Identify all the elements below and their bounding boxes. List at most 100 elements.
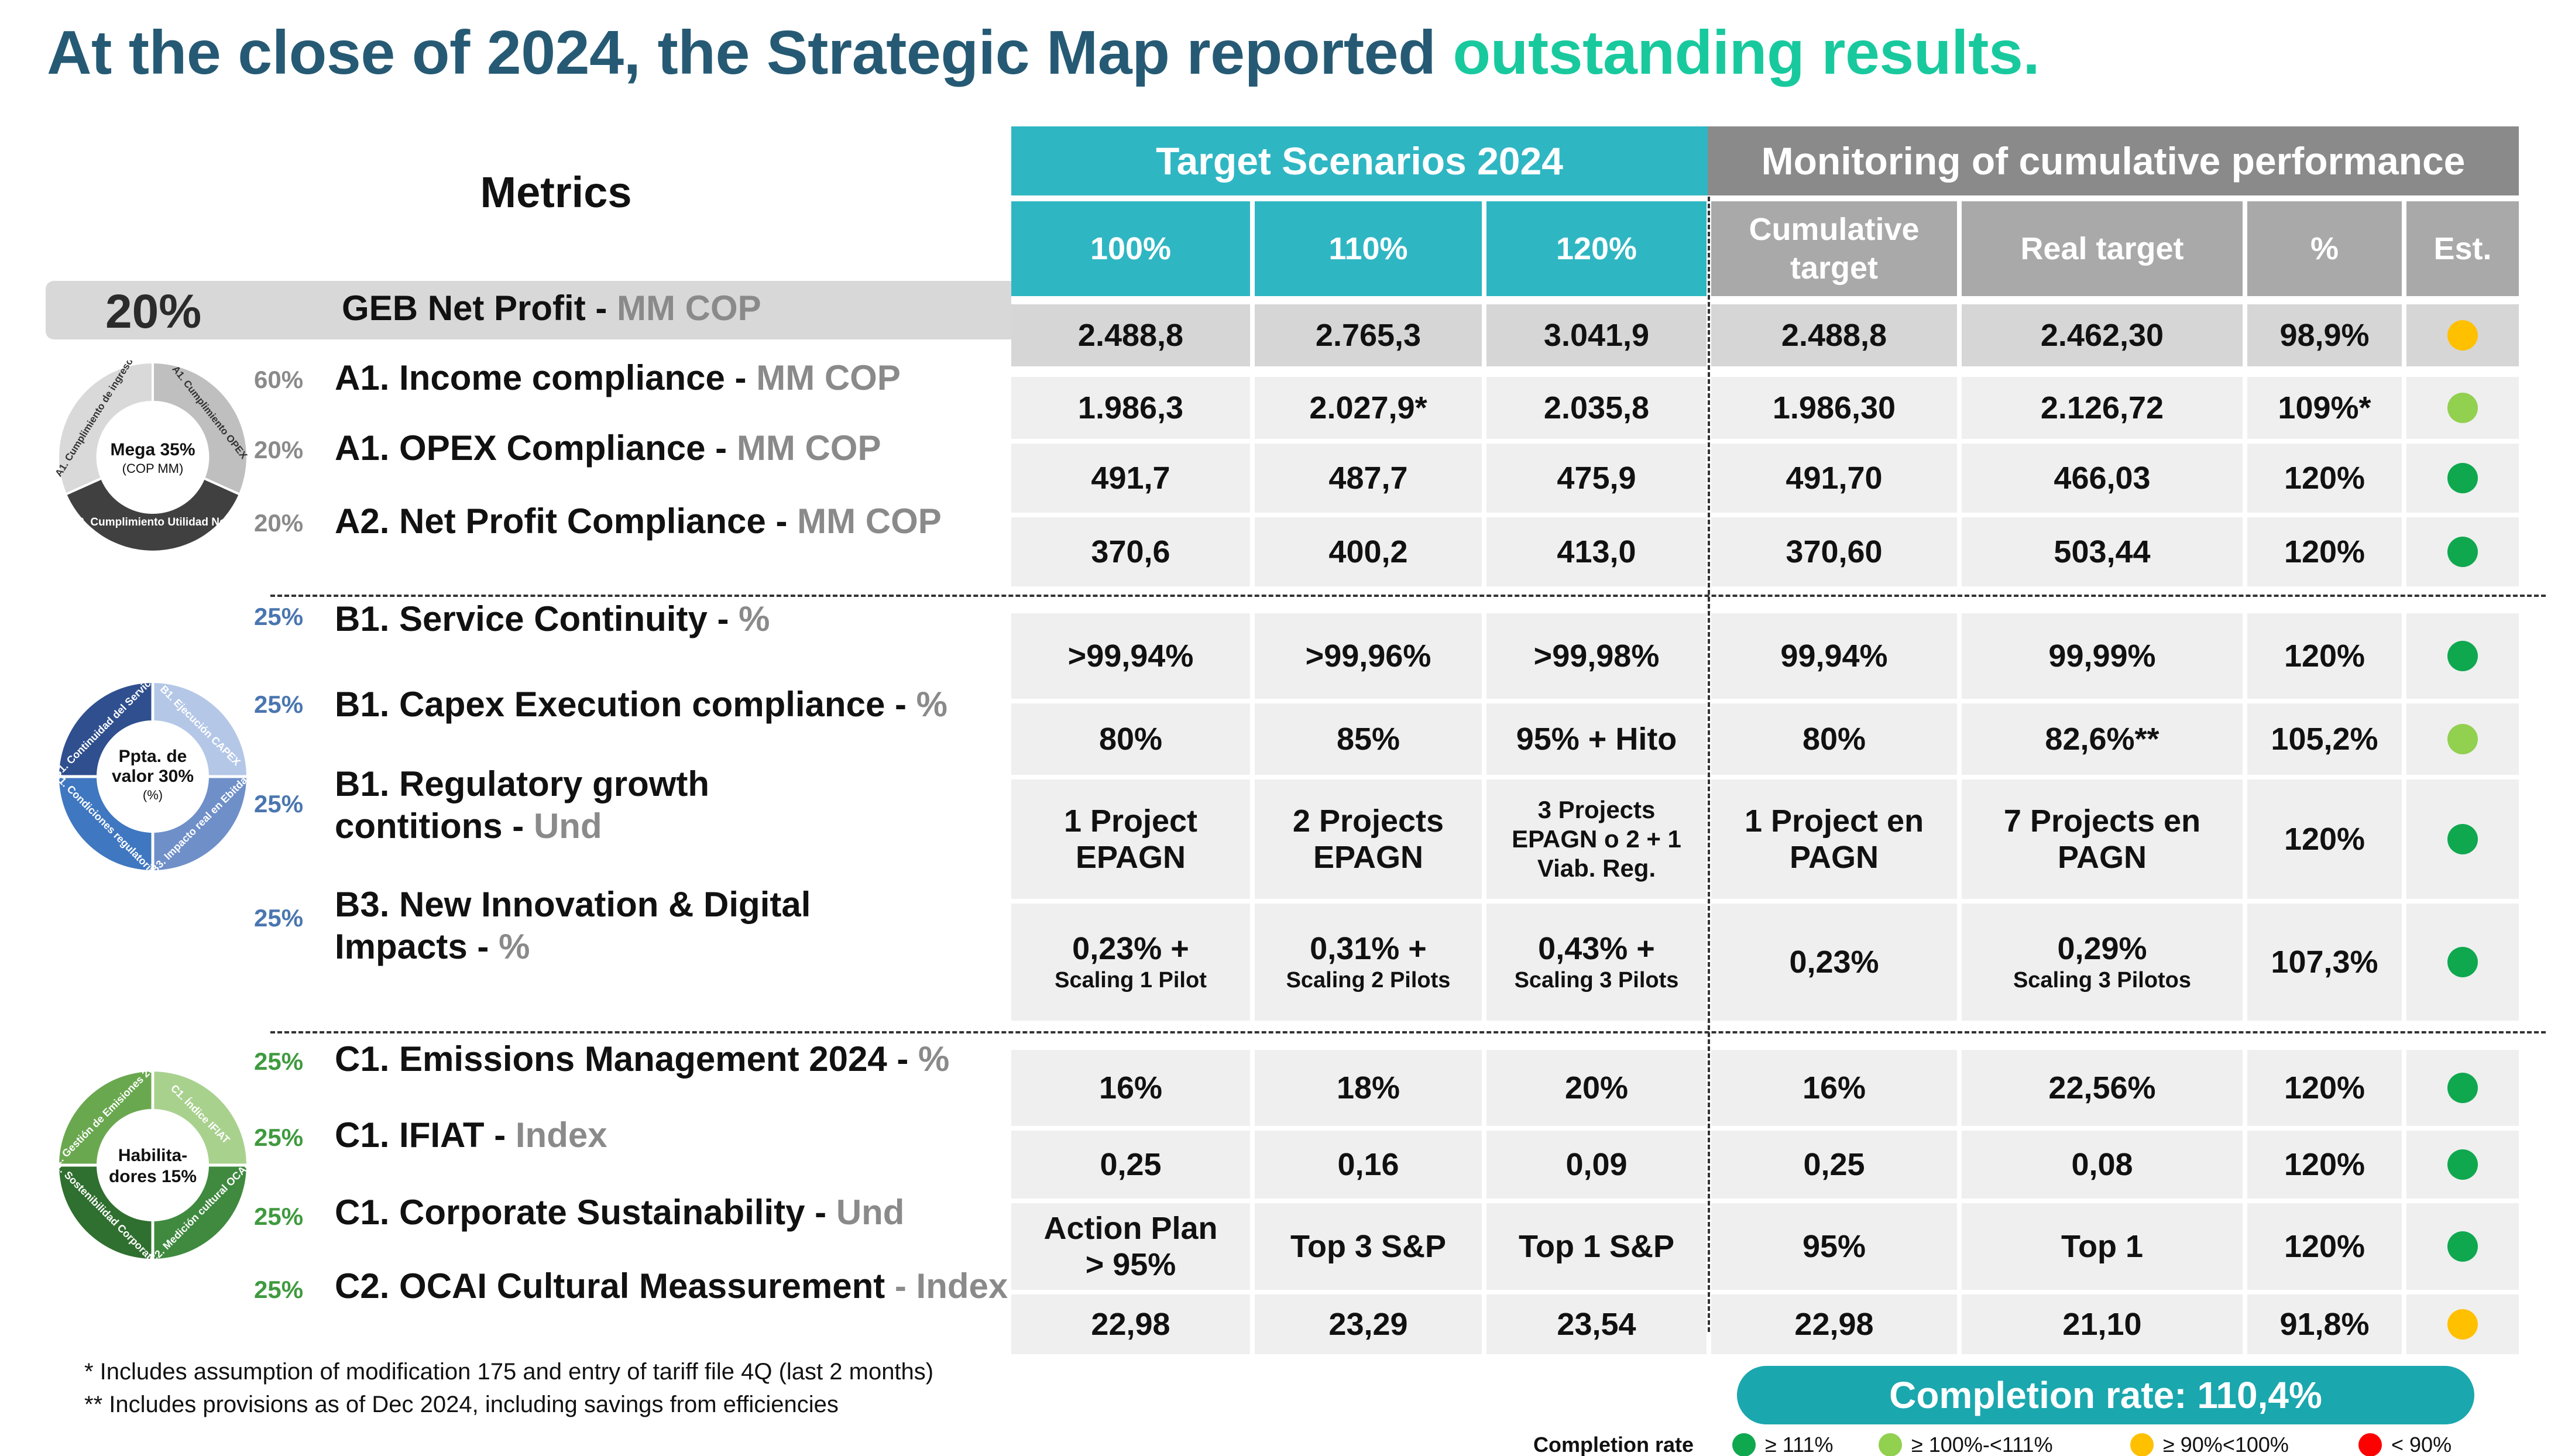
legend-label: ≥ 111% bbox=[1765, 1433, 1834, 1456]
cell-c1-sust-target-120: Top 1 S&P bbox=[1486, 1203, 1707, 1290]
col-header-cumulative: Cumulative target bbox=[1711, 201, 1957, 296]
cell-line: EPAGN o 2 + 1 bbox=[1512, 825, 1681, 853]
cell-b1-capex-target-100: 80% bbox=[1011, 703, 1250, 775]
legend-item-yellow: ≥ 90%<100% bbox=[2130, 1433, 2289, 1456]
legend-dot-icon bbox=[1879, 1433, 1902, 1456]
metric-label: B3. New Innovation & Digital bbox=[335, 885, 811, 924]
cell-a1-income-target-110: 2.027,9* bbox=[1255, 377, 1482, 439]
cell-value: 91,8% bbox=[2279, 1307, 2370, 1342]
cell-line: Action Plan bbox=[1043, 1211, 1218, 1246]
cell-value: 20% bbox=[1564, 1070, 1629, 1105]
metric-label: B1. Capex Execution compliance - bbox=[335, 685, 916, 724]
metric-weight: 25% bbox=[254, 603, 304, 630]
legend-label: ≥ 90%<100% bbox=[2163, 1433, 2289, 1456]
cell-b1-service-cumulative-target: 99,94% bbox=[1711, 613, 1957, 699]
cell-value: 80% bbox=[1098, 722, 1163, 757]
metric-unit: Und bbox=[836, 1193, 905, 1232]
metric-b3-innovation: B3. New Innovation & Digital Impacts - % bbox=[335, 884, 811, 968]
cell-a2-net-real-target: 503,44 bbox=[1962, 517, 2243, 586]
cell-b1-capex-target-120: 95% + Hito bbox=[1486, 703, 1707, 775]
cell-value: 0,09 bbox=[1565, 1147, 1628, 1182]
cell-value: Top 1 bbox=[2061, 1229, 2143, 1264]
metric-weight: 25% bbox=[254, 1203, 304, 1230]
cell-value: 2.765,3 bbox=[1315, 318, 1422, 353]
status-cell bbox=[2406, 904, 2519, 1021]
cell-c1-emis-pct: 120% bbox=[2247, 1050, 2402, 1126]
metric-label: B1. Regulatory growth bbox=[335, 764, 710, 803]
page-title: At the close of 2024, the Strategic Map … bbox=[47, 18, 2040, 88]
metric-c1-emissions: C1. Emissions Management 2024 - % bbox=[335, 1038, 949, 1080]
metric-label: C1. Emissions Management 2024 - bbox=[335, 1039, 919, 1079]
cell-geb-target-110: 2.765,3 bbox=[1255, 304, 1482, 366]
cell-geb-pct: 98,9% bbox=[2247, 304, 2402, 366]
legend-item-green: ≥ 111% bbox=[1732, 1433, 1834, 1456]
status-cell bbox=[2406, 703, 2519, 775]
status-dot-icon bbox=[2447, 641, 2478, 671]
cell-value: Top 1 S&P bbox=[1518, 1229, 1675, 1264]
legend-dot-icon bbox=[1732, 1433, 1756, 1456]
column-divider bbox=[1708, 126, 1710, 1332]
cell-value: 22,98 bbox=[1794, 1307, 1874, 1342]
metric-unit: % bbox=[739, 599, 770, 638]
cell-b3-innov-target-120: 0,43% + Scaling 3 Pilots bbox=[1486, 904, 1707, 1021]
cell-value: 0,16 bbox=[1337, 1147, 1399, 1182]
cell-a2-net-target-100: 370,6 bbox=[1011, 517, 1250, 586]
cell-c1-ifiat-pct: 120% bbox=[2247, 1131, 2402, 1199]
donut-a-center2: (COP MM) bbox=[122, 461, 184, 476]
geb-label-text: GEB Net Profit - bbox=[342, 289, 617, 328]
metric-c1-sustainability: C1. Corporate Sustainability - Und bbox=[335, 1191, 904, 1234]
metric-weight: 25% bbox=[254, 1124, 304, 1151]
footnote-2: ** Includes provisions as of Dec 2024, i… bbox=[84, 1392, 839, 1417]
cell-line: Scaling 2 Pilots bbox=[1286, 968, 1451, 993]
cell-c1-emis-real-target: 22,56% bbox=[1962, 1050, 2243, 1126]
cell-value: 503,44 bbox=[2054, 534, 2151, 569]
legend-label: < 90% bbox=[2391, 1433, 2452, 1456]
donut-b-center1: Ppta. de bbox=[119, 747, 187, 766]
donut-a-seg3: A2. Cumplimiento Utilidad Neta bbox=[70, 516, 236, 528]
status-cell bbox=[2406, 444, 2519, 513]
cell-b3-innov-target-110: 0,31% + Scaling 2 Pilots bbox=[1255, 904, 1482, 1021]
metric-unit: MM COP bbox=[736, 428, 881, 468]
cell-a1-opex-target-120: 475,9 bbox=[1486, 444, 1707, 513]
cell-c1-sust-pct: 120% bbox=[2247, 1203, 2402, 1290]
cell-geb-real-target: 2.462,30 bbox=[1962, 304, 2243, 366]
cell-value: 2.462,30 bbox=[2040, 318, 2164, 353]
metric-label: C1. IFIAT - bbox=[335, 1115, 516, 1155]
cell-value: 107,3% bbox=[2271, 945, 2378, 980]
cell-b1-capex-pct: 105,2% bbox=[2247, 703, 2402, 775]
cell-c2-ocai-target-110: 23,29 bbox=[1255, 1294, 1482, 1354]
cell-value: 120% bbox=[2284, 822, 2365, 857]
cell-geb-target-120: 3.041,9 bbox=[1486, 304, 1707, 366]
cell-value: 3.041,9 bbox=[1543, 318, 1650, 353]
status-cell bbox=[2406, 779, 2519, 899]
status-dot-icon bbox=[2447, 1149, 2478, 1180]
section-divider bbox=[270, 595, 2546, 597]
geb-unit: MM COP bbox=[617, 289, 761, 328]
cell-value: 82,6%** bbox=[2045, 722, 2159, 757]
footnote-1: * Includes assumption of modification 17… bbox=[84, 1359, 934, 1385]
metric-weight: 25% bbox=[254, 1048, 304, 1075]
cell-a1-opex-target-100: 491,7 bbox=[1011, 444, 1250, 513]
cell-c2-ocai-pct: 91,8% bbox=[2247, 1294, 2402, 1354]
col-header-real: Real target bbox=[1962, 201, 2243, 296]
title-part1: At the close of 2024, the Strategic Map … bbox=[47, 18, 1453, 87]
cell-value: >99,94% bbox=[1067, 638, 1194, 674]
cell-b1-reg-cumulative-target: 1 Project en PAGN bbox=[1711, 779, 1957, 899]
cell-b1-capex-cumulative-target: 80% bbox=[1711, 703, 1957, 775]
cell-value: 22,98 bbox=[1091, 1307, 1170, 1342]
geb-weight: 20% bbox=[105, 285, 202, 338]
cell-value: 120% bbox=[2284, 1229, 2365, 1264]
cell-value: 16% bbox=[1802, 1070, 1866, 1105]
metric-weight: 25% bbox=[254, 1276, 304, 1303]
cell-value: 2.126,72 bbox=[2040, 390, 2164, 425]
cell-value: 475,9 bbox=[1557, 461, 1636, 496]
cell-value: 0,23% bbox=[1789, 945, 1879, 980]
cell-value: 2.035,8 bbox=[1543, 390, 1650, 425]
donut-a: Mega 35% (COP MM) A1. Cumplimiento OPEX … bbox=[56, 360, 249, 551]
metric-a1-income: A1. Income compliance - MM COP bbox=[335, 357, 901, 399]
cell-line: > 95% bbox=[1085, 1247, 1176, 1282]
cell-a1-opex-pct: 120% bbox=[2247, 444, 2402, 513]
donut-a-center1: Mega 35% bbox=[110, 440, 195, 459]
cell-value: 0,25 bbox=[1100, 1147, 1162, 1182]
cell-b1-reg-target-110: 2 Projects EPAGN bbox=[1255, 779, 1482, 899]
